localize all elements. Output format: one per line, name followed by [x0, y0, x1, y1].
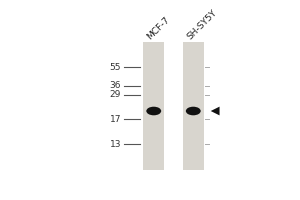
Polygon shape	[211, 107, 220, 115]
Text: 17: 17	[110, 115, 121, 124]
Ellipse shape	[146, 107, 161, 115]
Text: SH-SY5Y: SH-SY5Y	[185, 8, 218, 41]
Text: 55: 55	[110, 63, 121, 72]
Text: 13: 13	[110, 140, 121, 149]
Bar	[183, 42, 204, 170]
Text: 29: 29	[110, 90, 121, 99]
Ellipse shape	[186, 107, 201, 115]
Text: 36: 36	[110, 81, 121, 90]
Text: MCF-7: MCF-7	[146, 15, 172, 41]
Bar	[143, 42, 164, 170]
